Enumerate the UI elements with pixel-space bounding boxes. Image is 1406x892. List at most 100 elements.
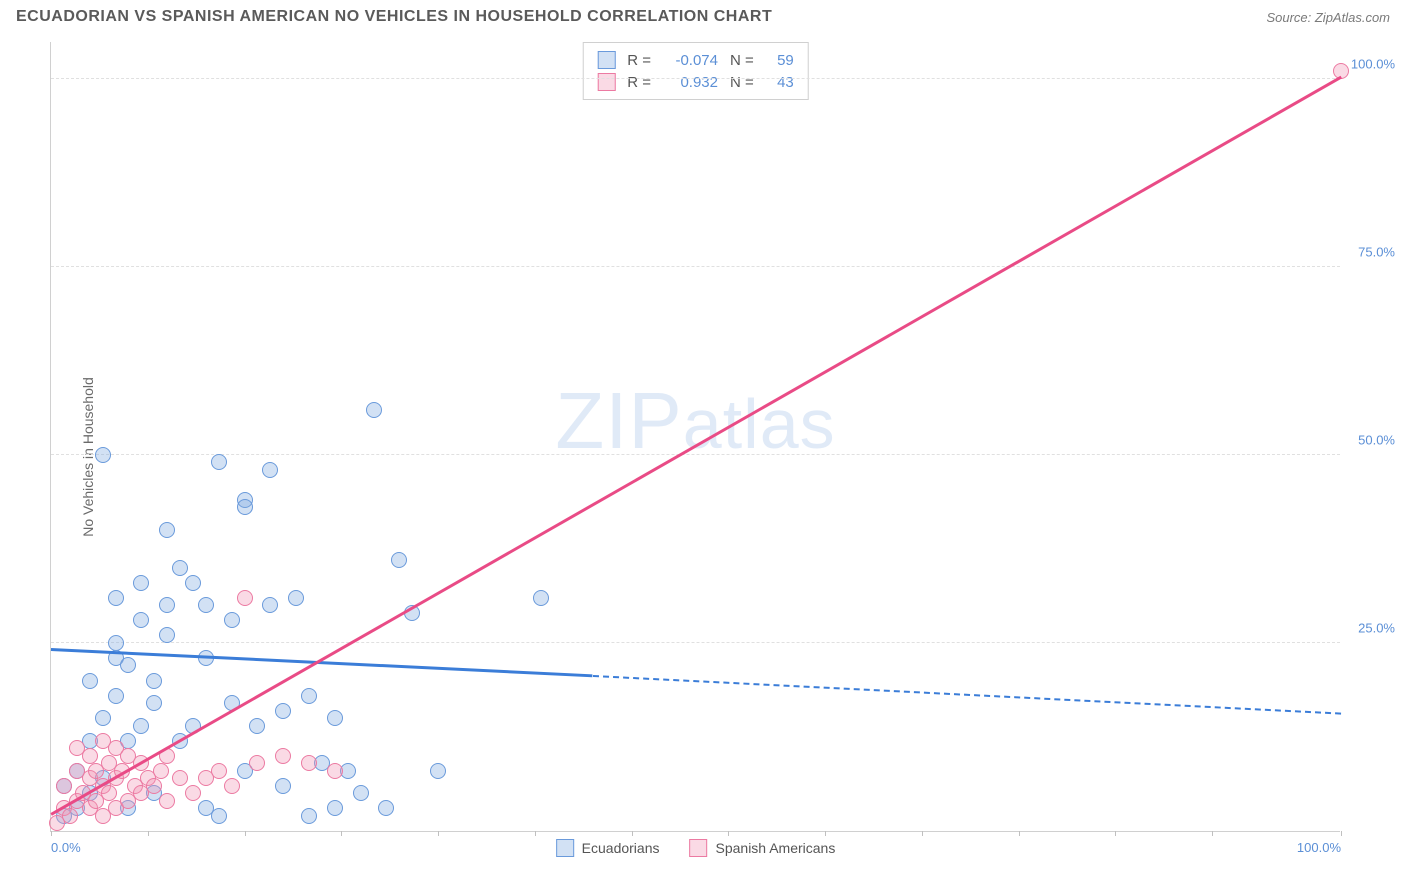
stats-swatch <box>597 73 615 91</box>
scatter-point <box>133 718 149 734</box>
scatter-point <box>153 763 169 779</box>
x-tick <box>632 831 633 836</box>
legend-swatch <box>689 839 707 857</box>
stats-row: R =-0.074N =59 <box>597 49 794 71</box>
scatter-point <box>211 808 227 824</box>
scatter-point <box>108 590 124 606</box>
scatter-point <box>159 597 175 613</box>
scatter-point <box>56 778 72 794</box>
x-tick <box>922 831 923 836</box>
stats-swatch <box>597 51 615 69</box>
scatter-point <box>159 793 175 809</box>
x-tick <box>438 831 439 836</box>
scatter-point <box>95 447 111 463</box>
scatter-point <box>172 560 188 576</box>
scatter-point <box>237 499 253 515</box>
x-tick <box>51 831 52 836</box>
chart-container: No Vehicles in Household ZIPatlas R =-0.… <box>0 32 1406 882</box>
scatter-point <box>211 763 227 779</box>
scatter-point <box>146 778 162 794</box>
scatter-point <box>327 763 343 779</box>
scatter-point <box>146 673 162 689</box>
scatter-point <box>275 748 291 764</box>
scatter-point <box>82 748 98 764</box>
scatter-point <box>133 575 149 591</box>
scatter-point <box>237 590 253 606</box>
grid-line <box>51 454 1340 455</box>
scatter-point <box>301 755 317 771</box>
chart-title: ECUADORIAN VS SPANISH AMERICAN NO VEHICL… <box>16 8 772 26</box>
scatter-point <box>95 710 111 726</box>
scatter-point <box>211 454 227 470</box>
grid-line <box>51 642 1340 643</box>
scatter-point <box>108 635 124 651</box>
legend-item: Spanish Americans <box>689 839 835 857</box>
y-tick-label: 100.0% <box>1351 56 1395 71</box>
scatter-point <box>249 718 265 734</box>
grid-line <box>51 78 1340 79</box>
scatter-point <box>327 710 343 726</box>
scatter-point <box>198 597 214 613</box>
scatter-point <box>101 785 117 801</box>
scatter-plot: ZIPatlas R =-0.074N =59R =0.932N =43 Ecu… <box>50 42 1340 832</box>
scatter-point <box>62 808 78 824</box>
scatter-point <box>430 763 446 779</box>
scatter-point <box>159 522 175 538</box>
scatter-point <box>185 785 201 801</box>
scatter-point <box>146 695 162 711</box>
x-tick <box>1212 831 1213 836</box>
scatter-point <box>82 673 98 689</box>
stats-row: R = 0.932 N = 43 <box>597 71 794 93</box>
scatter-point <box>391 552 407 568</box>
x-tick <box>1115 831 1116 836</box>
scatter-point <box>366 402 382 418</box>
legend-label: Ecuadorians <box>582 840 660 856</box>
scatter-point <box>172 770 188 786</box>
stats-n-label: N = <box>730 74 754 91</box>
x-tick <box>148 831 149 836</box>
correlation-stats-box: R =-0.074N =59R =0.932N =43 <box>582 42 809 100</box>
scatter-point <box>108 688 124 704</box>
x-tick <box>341 831 342 836</box>
scatter-point <box>185 575 201 591</box>
scatter-point <box>327 800 343 816</box>
chart-header: ECUADORIAN VS SPANISH AMERICAN NO VEHICL… <box>0 0 1406 32</box>
y-tick-label: 50.0% <box>1358 432 1395 447</box>
scatter-point <box>301 808 317 824</box>
x-tick <box>728 831 729 836</box>
scatter-point <box>224 778 240 794</box>
scatter-point <box>275 703 291 719</box>
scatter-point <box>262 462 278 478</box>
scatter-point <box>533 590 549 606</box>
x-tick <box>825 831 826 836</box>
scatter-point <box>378 800 394 816</box>
scatter-point <box>353 785 369 801</box>
scatter-point <box>275 778 291 794</box>
series-legend: Ecuadorians Spanish Americans <box>556 839 836 857</box>
grid-line <box>51 266 1340 267</box>
stats-n-label: N = <box>730 52 754 69</box>
stats-r-value: 0.932 <box>663 74 718 91</box>
x-tick <box>245 831 246 836</box>
y-tick-label: 75.0% <box>1358 244 1395 259</box>
stats-r-label: R = <box>627 74 651 91</box>
x-tick <box>1019 831 1020 836</box>
legend-swatch <box>556 839 574 857</box>
legend-item: Ecuadorians <box>556 839 660 857</box>
scatter-point <box>120 657 136 673</box>
x-tick <box>535 831 536 836</box>
stats-n-value: 59 <box>766 52 794 69</box>
scatter-point <box>301 688 317 704</box>
source-attribution: Source: ZipAtlas.com <box>1266 10 1390 25</box>
y-tick-label: 25.0% <box>1358 620 1395 635</box>
scatter-point <box>249 755 265 771</box>
x-tick <box>1341 831 1342 836</box>
trend-line-dashed <box>593 675 1341 715</box>
stats-n-value: 43 <box>766 74 794 91</box>
x-tick-label: 100.0% <box>1297 840 1341 855</box>
x-tick-label: 0.0% <box>51 840 81 855</box>
scatter-point <box>288 590 304 606</box>
scatter-point <box>224 612 240 628</box>
scatter-point <box>262 597 278 613</box>
legend-label: Spanish Americans <box>715 840 835 856</box>
